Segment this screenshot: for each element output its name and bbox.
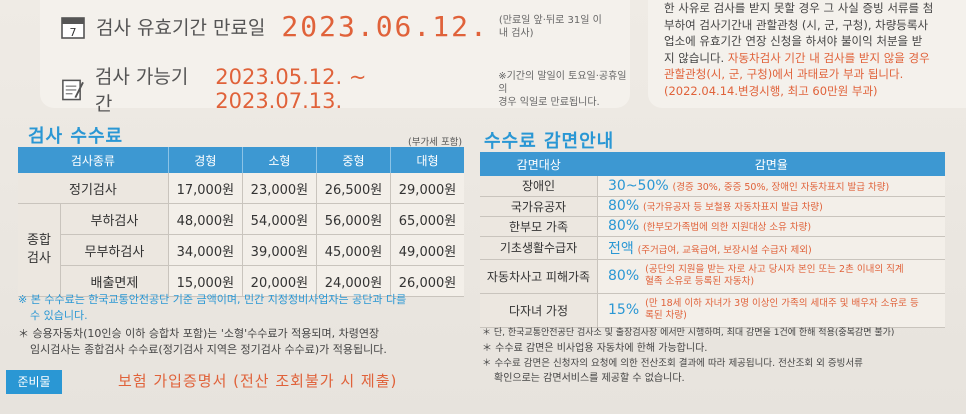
vat-note: (부가세 포함): [408, 137, 463, 148]
fee-title: 검사 수수료: [28, 126, 124, 147]
table-row: 무부하검사 34,000원 39,000원 45,000원 49,000원: [18, 234, 464, 266]
reduction-target: 기초생활수급자: [480, 236, 598, 260]
fee-cell: 54,000원: [242, 203, 317, 235]
table-row: 장애인 30~50% (경증 30%, 중증 50%, 장애인 자동차표지 발급…: [480, 176, 945, 197]
notice-line: 업소에 유효기간 연장 신청을 하셔야 불이익 처분을 받: [664, 34, 923, 48]
svg-text:7: 7: [70, 26, 77, 39]
table-row: 자동차사고 피해가족 80% (공단의 지원을 받는 자로 사고 당시자 본인 또…: [480, 259, 945, 294]
reduction-header-row: 감면대상 감면율: [480, 152, 945, 176]
fee-header: 중형: [316, 147, 392, 173]
fee-cell: 29,000원: [390, 173, 464, 204]
fee-header-row: 검사종류 경형 소형 중형 대형: [18, 147, 464, 173]
notice-line: 한 사유로 검사를 받지 못할 경우 그 사실 증빙 서류를 첨: [664, 1, 934, 15]
fee-cell: 65,000원: [390, 203, 464, 235]
table-row: 정기검사 17,000원 23,000원 26,500원 29,000원: [18, 173, 464, 204]
fee-cell: 24,000원: [316, 265, 392, 297]
prep-text: 보험 가입증명서 (전산 조회불가 시 제출): [118, 372, 398, 390]
reduction-header: 감면율: [597, 152, 945, 176]
fee-cell: 49,000원: [390, 234, 464, 266]
fee-note-2: ＊ 승용자동차(10인승 이하 승합차 포함)는 '소형'수수료가 적용되며, …: [18, 327, 387, 356]
reduction-rate: 15% (만 18세 이하 자녀가 3명 이상인 가족의 세대주 및 배우자 소유…: [597, 293, 945, 328]
reduction-title: 수수료 감면안내: [484, 131, 615, 152]
table-row: 배출면제 15,000원 20,000원 24,000원 26,000원: [18, 265, 464, 297]
available-note: ※기간의 말일이 토요일·공휴일의 경우 익일로 만료됩니다.: [498, 70, 627, 108]
fee-cell: 26,000원: [390, 265, 464, 297]
validity-label: 검사 유효기간 만료일: [96, 17, 266, 39]
reduction-target: 다자녀 가정: [480, 293, 598, 328]
table-row: 국가유공자 80% (국가유공자 등 보철용 자동차표지 발급 차량): [480, 196, 945, 217]
table-row: 한부모 가족 80% (한부모가족법에 의한 지원대상 소유 차량): [480, 216, 945, 237]
inspection-type: 부하검사: [60, 203, 169, 235]
notice-line: 지 않습니다. 자동차검사 기간 내 검사를 받지 않을 경우: [664, 50, 930, 65]
notepad-icon: [62, 79, 84, 101]
reduction-target: 한부모 가족: [480, 216, 598, 237]
prep-tag: 준비물: [6, 370, 62, 394]
group-label: 종합 검사: [18, 203, 61, 297]
fee-cell: 34,000원: [168, 234, 243, 266]
fee-header: 검사종류: [18, 147, 169, 173]
table-row: 다자녀 가정 15% (만 18세 이하 자녀가 3명 이상인 가족의 세대주 및…: [480, 293, 945, 328]
inspection-type: 무부하검사: [60, 234, 169, 266]
notice-line: (2022.04.14.변경시행, 최고 60만원 부과): [664, 83, 878, 98]
reduction-target: 국가유공자: [480, 196, 598, 217]
required-documents: 준비물 보험 가입증명서 (전산 조회불가 시 제출): [0, 367, 470, 397]
reduction-rate: 30~50% (경증 30%, 중증 50%, 장애인 자동차표지 발급 차량): [597, 176, 945, 197]
notice-line: 부하여 검사기간내 관할관청 (시, 군, 구청), 차량등록사: [664, 17, 929, 32]
notice-line: 관할관청(시, 군, 구청)에서 과태료가 부과 됩니다.: [664, 67, 904, 81]
fee-cell: 15,000원: [168, 265, 243, 297]
fee-cell: 26,500원: [316, 173, 392, 204]
reduction-rate: 전액 (주거급여, 교육급여, 보장시설 수급자 제외): [597, 236, 945, 260]
validity-row: 7 검사 유효기간 만료일 2023.06.12. (만료일 앞·뒤로 31일 …: [60, 10, 609, 43]
reduction-note: ＊ 단, 한국교통안전공단 검사소 및 출장검사장 에서만 시행하며, 최대 감…: [482, 328, 895, 338]
fee-cell: 20,000원: [242, 265, 317, 297]
available-range: 2023.05.12. ~ 2023.07.13.: [215, 65, 367, 113]
calendar-icon: 7: [61, 16, 85, 39]
fee-header: 경형: [168, 147, 243, 173]
reduction-target: 자동차사고 피해가족: [480, 259, 598, 294]
fee-cell: 45,000원: [316, 234, 392, 266]
reduction-note: ＊ 수수료 감면은 신청자의 요청에 의한 전산조회 결과에 따라 제공됩니다.…: [482, 358, 863, 369]
available-label: 검사 가능기간: [94, 66, 189, 115]
reduction-note: 확인으로는 감면서비스를 제공할 수 없습니다.: [494, 373, 685, 384]
reduction-table: 감면대상 감면율 장애인 30~50% (경증 30%, 중증 50%, 장애인…: [480, 152, 945, 328]
fee-table: 검사종류 경형 소형 중형 대형 정기검사 17,000원 23,000원 26…: [18, 147, 464, 297]
fee-cell: 48,000원: [168, 203, 243, 235]
fee-cell: 23,000원: [242, 173, 317, 204]
fee-header: 소형: [242, 147, 317, 173]
validity-note: (만료일 앞·뒤로 31일 이내 검사): [498, 14, 602, 39]
available-row: 검사 가능기간 2023.05.12. ~ 2023.07.13. ※기간의 말…: [60, 62, 630, 116]
inspection-type: 정기검사: [18, 173, 169, 204]
fee-note-1: ※ 본 수수료는 한국교통안전공단 기준 금액이며, 민간 지정정비사업자는 공…: [18, 293, 407, 322]
fee-cell: 39,000원: [242, 234, 317, 266]
reduction-notes: ＊ 단, 한국교통안전공단 검사소 및 출장검사장 에서만 시행하며, 최대 감…: [482, 326, 952, 386]
reduction-rate: 80% (국가유공자 등 보철용 자동차표지 발급 차량): [597, 196, 945, 217]
fee-header: 대형: [390, 147, 464, 173]
penalty-notice: 한 사유로 검사를 받지 못할 경우 그 사실 증빙 서류를 첨 부하여 검사기…: [648, 0, 966, 108]
fee-cell: 56,000원: [316, 203, 392, 235]
reduction-header: 감면대상: [480, 152, 598, 176]
reduction-note: ＊ 수수료 감면은 비사업용 자동차에 한해 가능합니다.: [482, 343, 708, 354]
validity-date: 2023.06.12.: [281, 10, 489, 43]
inspection-type: 배출면제: [60, 265, 169, 297]
table-row: 기초생활수급자 전액 (주거급여, 교육급여, 보장시설 수급자 제외): [480, 236, 945, 260]
reduction-rate: 80% (공단의 지원을 받는 자로 사고 당시자 본인 또는 2촌 이내의 직계…: [597, 259, 945, 294]
reduction-rate: 80% (한부모가족법에 의한 지원대상 소유 차량): [597, 216, 945, 237]
fee-cell: 17,000원: [168, 173, 243, 204]
reduction-target: 장애인: [480, 176, 598, 197]
validity-box: 7 검사 유효기간 만료일 2023.06.12. (만료일 앞·뒤로 31일 …: [40, 0, 630, 115]
table-row: 종합 검사 부하검사 48,000원 54,000원 56,000원 65,000…: [18, 203, 464, 297]
